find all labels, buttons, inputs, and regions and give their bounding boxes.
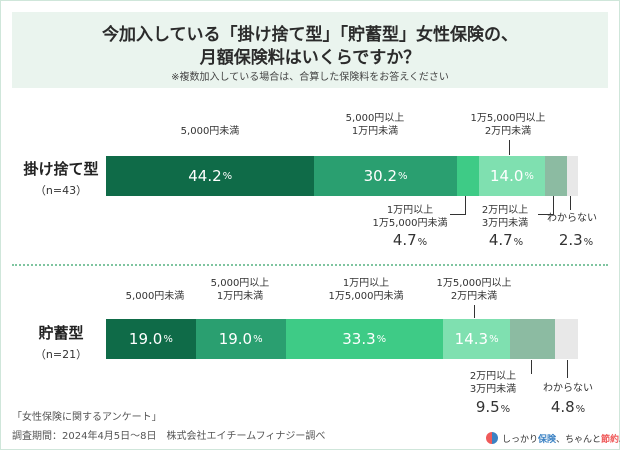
g2-seg-0: 19.0% <box>106 319 196 359</box>
group-divider <box>12 264 608 266</box>
g2-value-c5: 4.8% <box>550 398 586 416</box>
chart-note: ※複数加入している場合は、合算した保険料をお答えください <box>171 72 449 83</box>
g1-label-c4: 2万円以上 3万円未満 <box>481 205 529 229</box>
g1-label-c2: 1万円以上 1万5,000円未満 <box>372 205 448 229</box>
g1-value-c4: 4.7% <box>488 231 524 249</box>
g2-label-c5: わからない <box>543 383 593 394</box>
g2-seg-1-value: 19.0 <box>218 330 253 348</box>
g1-seg-0: 44.2% <box>106 156 315 196</box>
g2-label-c0: 5,000円未満 <box>125 291 185 302</box>
group-label-2: 貯蓄型 （n=21） <box>16 322 106 362</box>
g1-label-c5: わからない <box>547 213 597 224</box>
g1-leader-c5 <box>570 196 571 210</box>
g2-seg-3-value: 14.3 <box>454 330 489 348</box>
footer-period: 調査期間：2024年4月5日～8日 株式会社エイチームフィナジー調べ <box>12 431 326 442</box>
chart-title-line2: 月額保険料はいくらですか？ <box>199 48 421 68</box>
title-box: 今加入している「掛け捨て型」「貯蓄型」女性保険の、 月額保険料はいくらですか？ … <box>12 12 608 88</box>
g2-value-c4: 9.5% <box>475 398 511 416</box>
g1-leader-c2-v <box>465 196 466 214</box>
g2-leader-c3 <box>474 305 475 318</box>
g2-label-c1: 5,000円以上 1万円未満 <box>210 278 270 302</box>
group-label-1: 掛け捨て型 （n=43） <box>16 158 106 198</box>
g1-seg-5 <box>567 156 578 196</box>
group-name-1: 掛け捨て型 <box>23 160 99 178</box>
footer-survey: 「女性保険に関するアンケート」 <box>12 412 162 423</box>
g1-value-c2: 4.7% <box>392 231 428 249</box>
g1-leader-c2-h <box>450 214 466 215</box>
g1-seg-4 <box>544 156 568 196</box>
g1-label-c0: 5,000円未満 <box>180 126 240 137</box>
group-n-2: （n=21） <box>34 348 88 361</box>
g1-value-c5: 2.3% <box>558 231 594 249</box>
g2-leader-c5 <box>567 360 568 378</box>
g2-seg-2: 33.3% <box>285 319 443 359</box>
group-n-1: （n=43） <box>34 184 88 197</box>
g2-seg-3: 14.3% <box>442 319 511 359</box>
g2-label-c4: 2万円以上 3万円未満 <box>469 371 517 395</box>
g1-seg-1: 30.2% <box>314 156 457 196</box>
g1-leader-c4-v <box>553 196 554 214</box>
g2-seg-1: 19.0% <box>195 319 286 359</box>
g2-seg-2-value: 33.3 <box>342 330 376 348</box>
g2-seg-0-value: 19.0 <box>128 330 163 348</box>
g2-leader-c4 <box>531 360 532 374</box>
g2-label-c2: 1万円以上 1万5,000円未満 <box>328 278 404 302</box>
g1-seg-3: 14.0% <box>478 156 545 196</box>
g2-seg-4 <box>510 319 556 359</box>
g2-seg-5 <box>555 319 578 359</box>
g1-label-c1: 5,000円以上 1万円未満 <box>345 113 405 137</box>
g2-label-c3: 1万5,000円以上 2万円未満 <box>436 278 512 302</box>
g1-leader-c3 <box>509 140 510 155</box>
chart-title-line1: 今加入している「掛け捨て型」「貯蓄型」女性保険の、 <box>102 25 518 45</box>
g1-label-c3: 1万5,000円以上 2万円未満 <box>470 113 546 137</box>
brand-icon <box>486 432 498 444</box>
g1-seg-0-value: 44.2 <box>188 167 222 185</box>
g1-leader-c4-h <box>538 214 554 215</box>
g1-seg-1-value: 30.2 <box>363 167 398 185</box>
g1-seg-2 <box>456 156 479 196</box>
g1-seg-3-value: 14.0 <box>490 167 524 185</box>
group-name-2: 貯蓄型 <box>38 324 84 342</box>
